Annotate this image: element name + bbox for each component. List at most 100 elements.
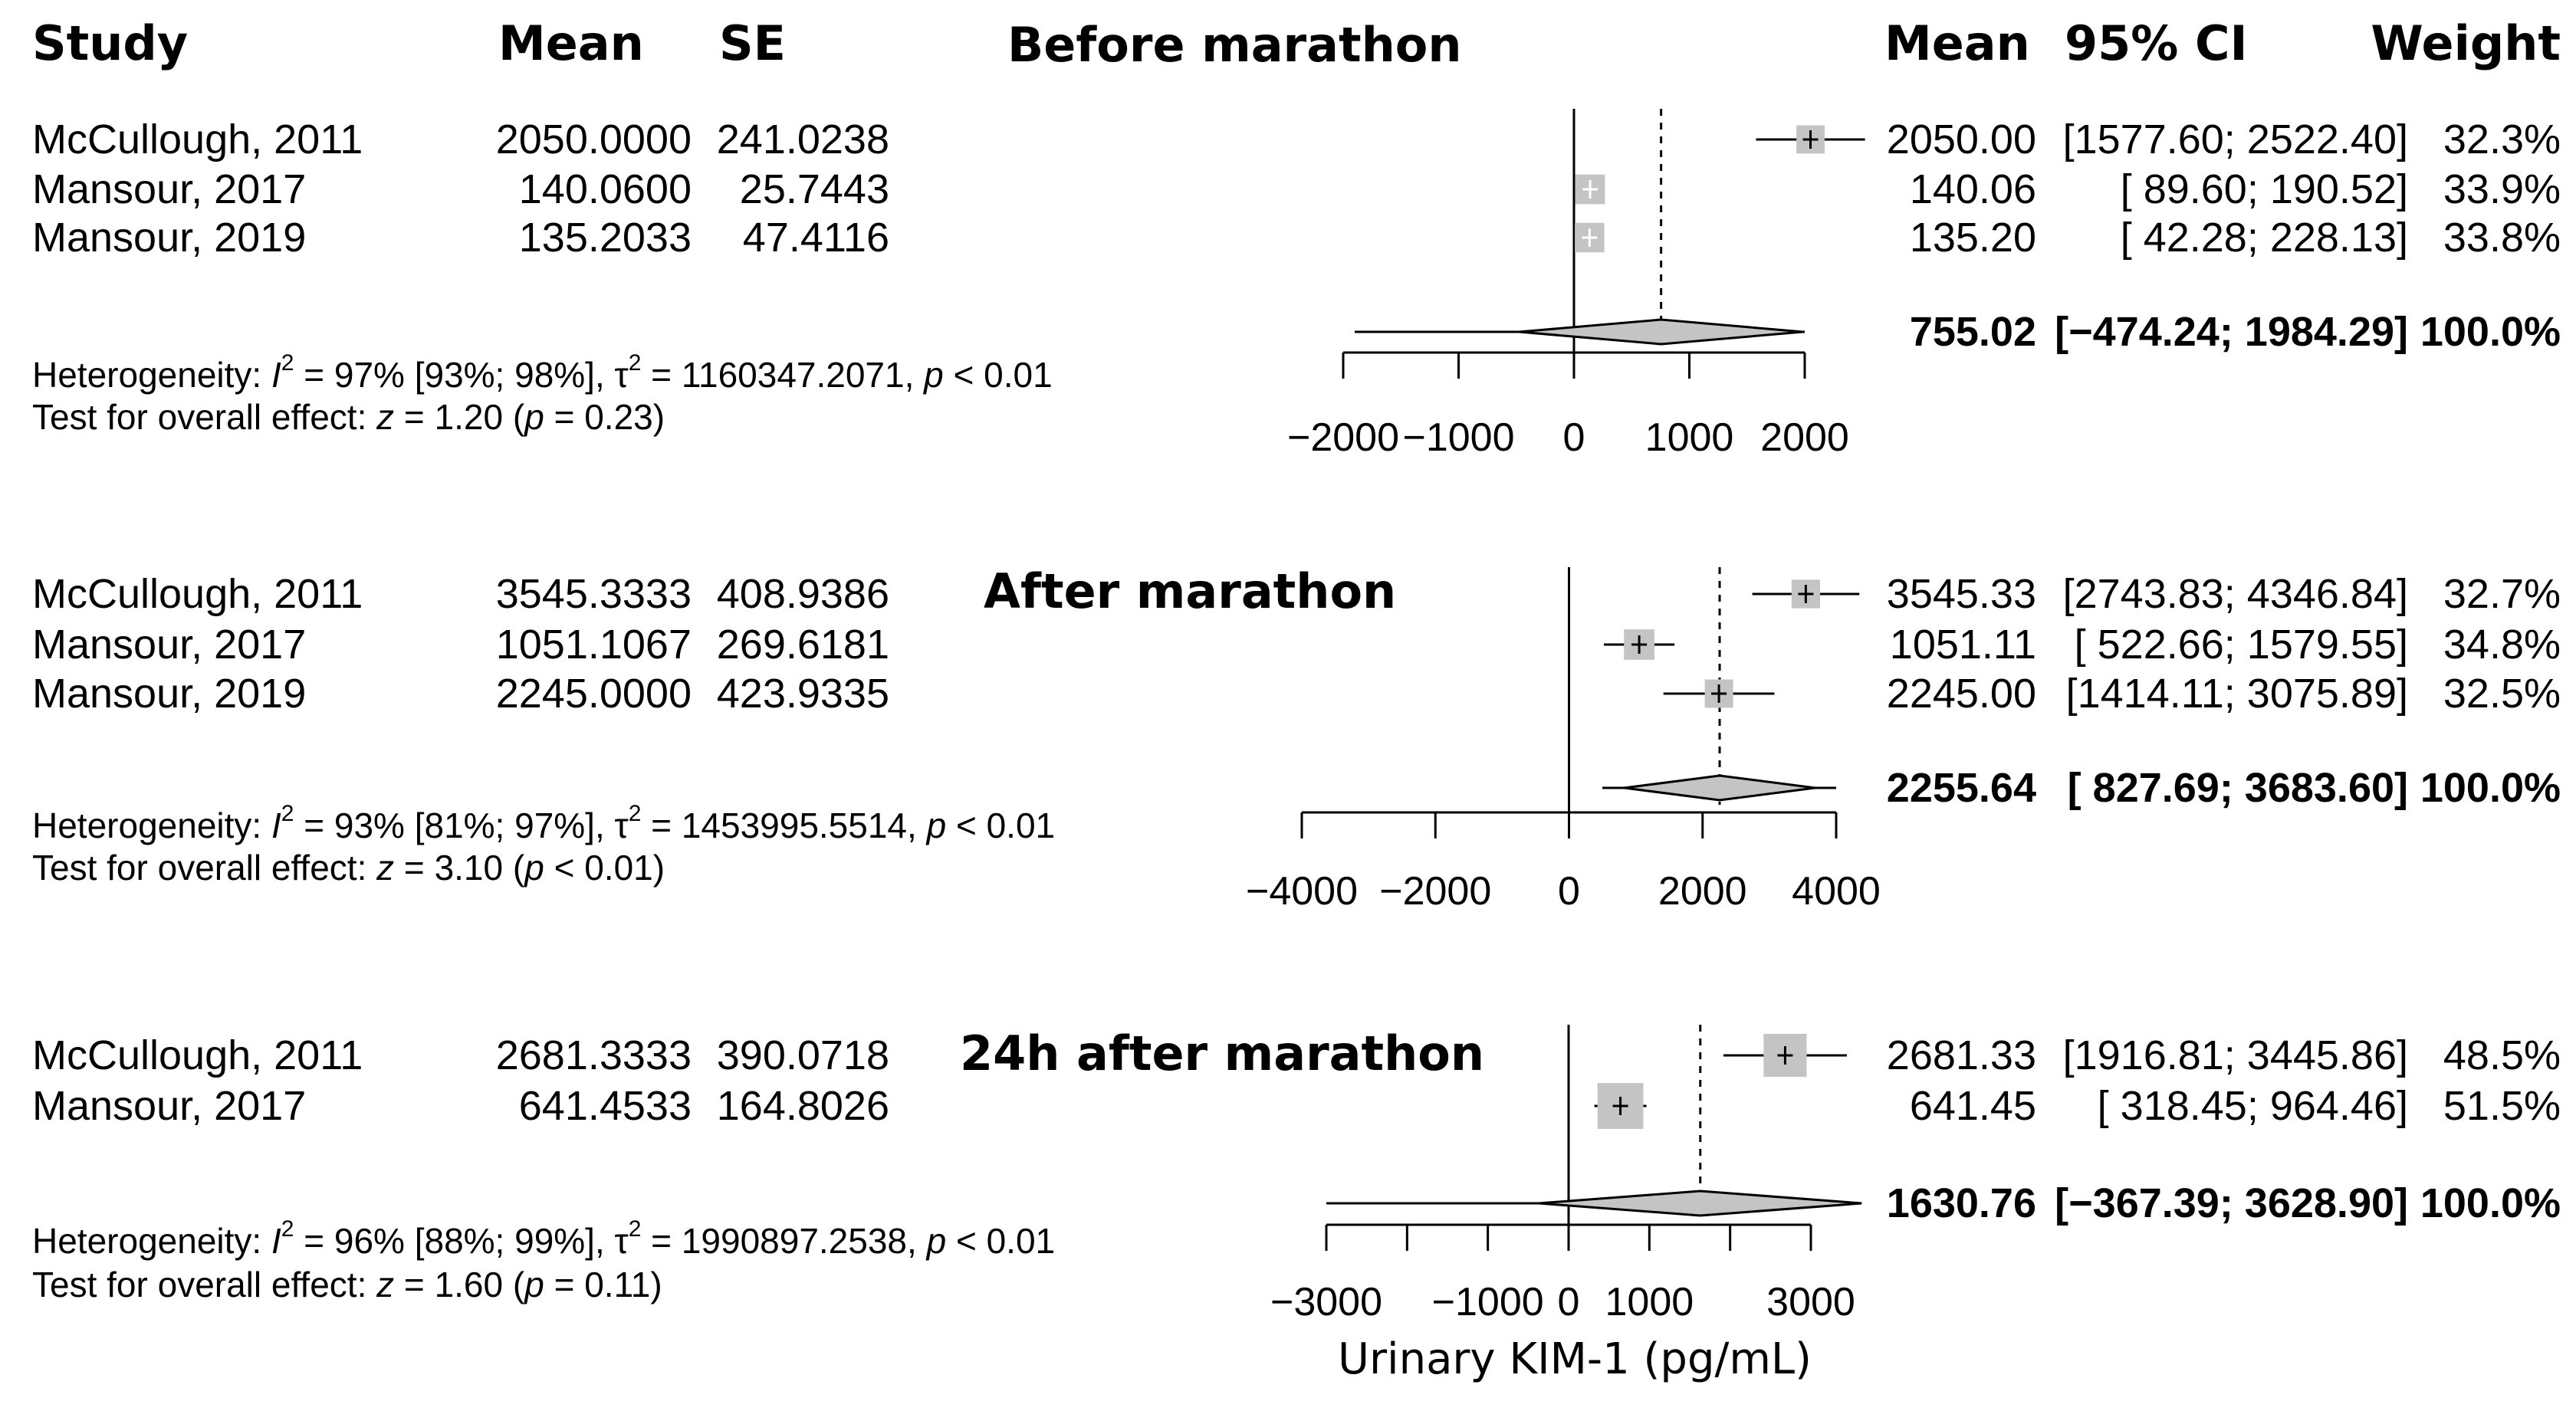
pooled-estimate: 755.02 bbox=[1910, 309, 2036, 355]
study-name: McCullough, 2011 bbox=[32, 116, 363, 162]
study-name: Mansour, 2017 bbox=[32, 622, 306, 668]
i-squared-value: = 96% [88%; 99%], τ bbox=[294, 1221, 628, 1261]
study-se: 47.4116 bbox=[743, 215, 889, 261]
study-se: 390.0718 bbox=[717, 1032, 889, 1078]
study-ci: [ 522.66; 1579.55] bbox=[2075, 622, 2408, 668]
overall-prefix: Test for overall effect: bbox=[32, 1265, 376, 1304]
pooled-weight: 100.0% bbox=[2420, 1180, 2561, 1226]
study-estimate: 3545.33 bbox=[1887, 571, 2036, 617]
x-tick-label: 0 bbox=[1558, 869, 1580, 914]
z-symbol: z bbox=[376, 1265, 394, 1304]
tau-squared-value: = 1453995.5514, bbox=[641, 806, 926, 845]
tau-squared-value: = 1990897.2538, bbox=[641, 1221, 926, 1261]
x-tick-label: −3000 bbox=[1270, 1280, 1382, 1324]
x-tick-label: 1000 bbox=[1605, 1280, 1694, 1324]
x-tick-label: 2000 bbox=[1658, 869, 1747, 914]
pooled-diamond bbox=[1539, 1190, 1862, 1217]
heterogeneity-prefix: Heterogeneity: bbox=[32, 355, 271, 395]
p-value: < 0.01 bbox=[944, 355, 1053, 395]
study-weight: 33.9% bbox=[2443, 166, 2561, 212]
i-squared-value: = 93% [81%; 97%], τ bbox=[294, 806, 628, 845]
x-tick-label: −4000 bbox=[1246, 869, 1358, 914]
p-value: = 0.11) bbox=[544, 1265, 662, 1304]
study-estimate: 1051.11 bbox=[1890, 622, 2036, 668]
study-ci: [2743.83; 4346.84] bbox=[2063, 571, 2408, 617]
pooled-ci: [−367.39; 3628.90] bbox=[2055, 1180, 2408, 1226]
heterogeneity-text: Heterogeneity: I2 = 96% [88%; 99%], τ2 =… bbox=[32, 1216, 1055, 1261]
panel-1: Before marathon McCullough, 2011 2050.0000… bbox=[32, 17, 2561, 460]
p-symbol: p bbox=[922, 355, 944, 395]
overall-effect-text: Test for overall effect: z = 1.20 (p = 0… bbox=[32, 397, 665, 437]
pooled-diamond bbox=[1519, 318, 1803, 346]
x-tick-label: 0 bbox=[1563, 415, 1585, 460]
tau-squared-superscript: 2 bbox=[629, 350, 642, 376]
header-mean-right: Mean bbox=[1884, 15, 2030, 71]
study-estimate: 641.45 bbox=[1910, 1083, 2036, 1129]
z-symbol: z bbox=[376, 848, 394, 888]
study-ci: [1577.60; 2522.40] bbox=[2063, 116, 2408, 162]
i-squared-symbol: I bbox=[271, 355, 281, 395]
x-tick-label: −2000 bbox=[1287, 415, 1399, 460]
study-weight: 48.5% bbox=[2443, 1032, 2561, 1078]
panel-title: Before marathon bbox=[1007, 17, 1461, 73]
pooled-estimate: 2255.64 bbox=[1887, 765, 2036, 811]
panel-2: After marathon McCullough, 2011 3545.3333 4… bbox=[32, 563, 2561, 914]
study-ci: [ 89.60; 190.52] bbox=[2121, 166, 2408, 212]
p-symbol: p bbox=[523, 1265, 544, 1304]
study-se: 423.9335 bbox=[717, 671, 889, 717]
heterogeneity-text: Heterogeneity: I2 = 97% [93%; 98%], τ2 =… bbox=[32, 350, 1053, 395]
z-value: = 1.60 ( bbox=[394, 1265, 525, 1304]
header-se: SE bbox=[719, 15, 786, 71]
header-mean: Mean bbox=[498, 15, 644, 71]
overall-effect-text: Test for overall effect: z = 3.10 (p < 0… bbox=[32, 848, 665, 888]
study-estimate: 140.06 bbox=[1910, 166, 2036, 212]
panel-title: 24h after marathon bbox=[960, 1025, 1484, 1081]
study-mean: 3545.3333 bbox=[496, 571, 692, 617]
study-weight: 33.8% bbox=[2443, 215, 2561, 261]
heterogeneity-prefix: Heterogeneity: bbox=[32, 806, 271, 845]
study-weight: 34.8% bbox=[2443, 622, 2561, 668]
x-axis-label: Urinary KIM-1 (pg/mL) bbox=[1338, 1334, 1812, 1384]
heterogeneity-prefix: Heterogeneity: bbox=[32, 1221, 271, 1261]
tau-squared-value: = 1160347.2071, bbox=[641, 355, 924, 395]
study-mean: 1051.1067 bbox=[496, 622, 692, 668]
p-symbol: p bbox=[523, 848, 544, 888]
p-symbol: p bbox=[523, 397, 544, 437]
x-tick-label: 0 bbox=[1558, 1280, 1580, 1324]
study-weight: 32.3% bbox=[2443, 116, 2561, 162]
study-ci: [1414.11; 3075.89] bbox=[2066, 671, 2408, 717]
i-squared-superscript: 2 bbox=[281, 1216, 294, 1242]
pooled-ci: [ 827.69; 3683.60] bbox=[2068, 765, 2408, 811]
study-name: McCullough, 2011 bbox=[32, 1032, 363, 1078]
study-mean: 2681.3333 bbox=[496, 1032, 692, 1078]
x-tick-label: 2000 bbox=[1760, 415, 1849, 460]
study-weight: 32.5% bbox=[2443, 671, 2561, 717]
study-mean: 135.2033 bbox=[519, 215, 692, 261]
header-ci: 95% CI bbox=[2065, 15, 2248, 71]
z-symbol: z bbox=[376, 397, 394, 437]
study-name: Mansour, 2017 bbox=[32, 1083, 306, 1129]
study-mean: 2245.0000 bbox=[496, 671, 692, 717]
study-se: 408.9386 bbox=[717, 571, 889, 617]
p-symbol: p bbox=[925, 1221, 947, 1261]
x-tick-label: 3000 bbox=[1766, 1280, 1855, 1324]
panel-title: After marathon bbox=[984, 563, 1396, 619]
pooled-weight: 100.0% bbox=[2420, 309, 2561, 355]
overall-effect-text: Test for overall effect: z = 1.60 (p = 0… bbox=[32, 1265, 662, 1304]
study-se: 241.0238 bbox=[717, 116, 889, 162]
tau-squared-superscript: 2 bbox=[629, 801, 642, 826]
study-name: Mansour, 2019 bbox=[32, 215, 306, 261]
x-tick-label: −2000 bbox=[1379, 869, 1491, 914]
p-value: = 0.23) bbox=[544, 397, 665, 437]
study-weight: 51.5% bbox=[2443, 1083, 2561, 1129]
study-estimate: 2681.33 bbox=[1887, 1032, 2036, 1078]
study-weight: 32.7% bbox=[2443, 571, 2561, 617]
p-value: < 0.01) bbox=[544, 848, 665, 888]
study-se: 164.8026 bbox=[717, 1083, 889, 1129]
x-tick-label: 1000 bbox=[1645, 415, 1734, 460]
i-squared-symbol: I bbox=[271, 1221, 281, 1261]
header-study: Study bbox=[32, 15, 188, 71]
study-ci: [1916.81; 3445.86] bbox=[2063, 1032, 2408, 1078]
study-name: Mansour, 2019 bbox=[32, 671, 306, 717]
